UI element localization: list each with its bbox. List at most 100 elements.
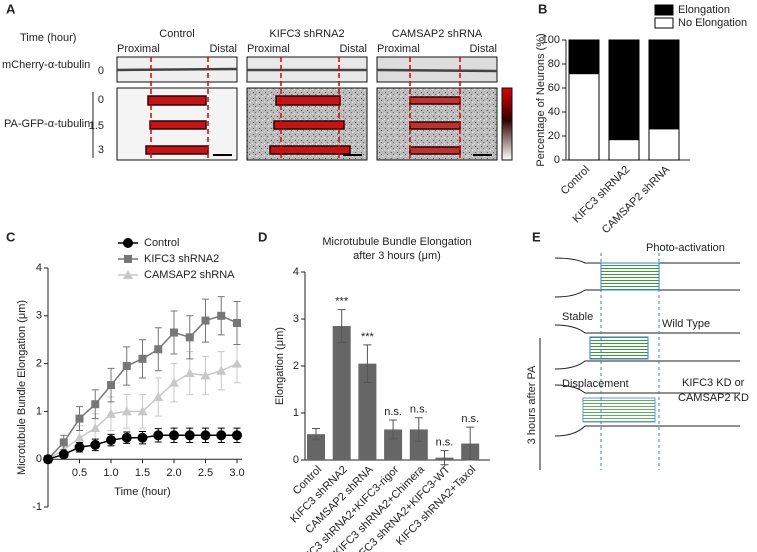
axon [116,67,498,73]
bar-segment [568,39,600,75]
marker [200,430,211,441]
annotation: *** [335,296,349,308]
bar-segment [608,39,640,141]
annotation: n.s. [436,437,454,449]
marker [200,370,211,380]
proximal: Proximal [247,43,290,55]
legend-label: KIFC3 shRNA2 [144,253,219,265]
marker [121,432,132,443]
marker [90,423,101,433]
label: Photo-activation [646,242,725,254]
marker [74,442,85,453]
y-tick-label: 4 [36,262,42,274]
panel-label: A [6,1,16,16]
legend-swatch [654,17,674,29]
label: Stable [562,311,593,323]
marker [106,408,116,418]
condition: Control [159,28,194,40]
y-tick-label: 60 [548,82,560,94]
marker [59,438,68,447]
y-tick-label: 3 [36,310,42,322]
marker [58,449,69,460]
distal: Distal [209,43,237,55]
marker [74,432,85,442]
marker [107,381,115,390]
bar-segment [568,73,600,161]
y-tick-label: 100 [542,34,560,46]
label: Wild Type [662,318,710,330]
label: 3 hours after PA [526,365,538,444]
marker [201,316,210,325]
error-bar [337,309,346,343]
y-tick-label: 2 [36,358,42,370]
error-bar [440,450,449,466]
legend-label: Control [144,237,179,249]
bar [332,326,351,460]
marker [216,365,227,375]
bar-segment [608,139,640,161]
y-tick-label: 0 [554,154,560,166]
marker [90,439,101,450]
panel-label: D [258,229,267,244]
chart-title: Microtubule Bundle Elongation [322,236,471,248]
error-bar [312,428,320,441]
panel-label: E [532,229,541,244]
annotation: n.s. [461,413,479,425]
proximal: Proximal [117,43,160,55]
bar [307,434,325,460]
marker [43,454,53,465]
legend-label: Elongation [678,4,730,16]
legend-label: No Elongation [678,17,747,29]
condition: CAMSAP2 shRNA [392,28,483,40]
marker [138,354,147,363]
marker [233,318,241,327]
y-axis-label: Percentage of Neurons (%) [535,33,547,166]
distal: Distal [339,43,367,55]
legend-marker [123,238,133,248]
x-tick-label: 1.0 [103,467,118,479]
marker [153,430,164,441]
marker [106,435,116,446]
bar [384,429,403,460]
row-time: 1.5 [89,120,104,132]
y-tick-label: -1 [32,501,42,513]
y-tick-label: 1 [36,405,42,417]
marker [185,333,194,342]
bar [409,429,428,460]
bar-segment [648,39,680,130]
panel-label: C [6,229,16,244]
x-tick-label: 2.5 [198,467,213,479]
distal: Distal [469,43,497,55]
marker [122,361,131,370]
marker [184,430,195,441]
legend-marker [123,270,133,279]
label: CAMSAP2 KD [678,392,749,404]
marker [91,400,100,409]
x-tick-label: 2.0 [166,467,181,479]
proximal: Proximal [377,43,420,55]
row-time: 0 [98,65,104,77]
y-tick-label: 3 [293,313,299,325]
marker [137,406,148,416]
y-tick-label: 0 [293,454,299,466]
x-tick-label: 1.5 [135,467,150,479]
row-label: PA-GFP-α-tubulin [4,118,90,130]
error-bar [466,426,475,461]
legend-marker [124,255,132,263]
annotation: n.s. [410,404,428,416]
marker [216,430,227,441]
y-tick-label: 2 [293,360,299,372]
row-time: 3 [98,144,104,156]
panel-label: B [538,1,547,16]
y-tick-label: 20 [548,130,560,142]
row-time: 0 [98,94,104,106]
panel-e [539,253,740,470]
y-tick-label: 1 [293,407,299,419]
marker [153,392,164,402]
annotation: *** [361,331,375,343]
marker [232,430,242,441]
x-tick-label: 3.0 [229,467,244,479]
label: Displacement [562,378,629,390]
marker [217,311,226,320]
